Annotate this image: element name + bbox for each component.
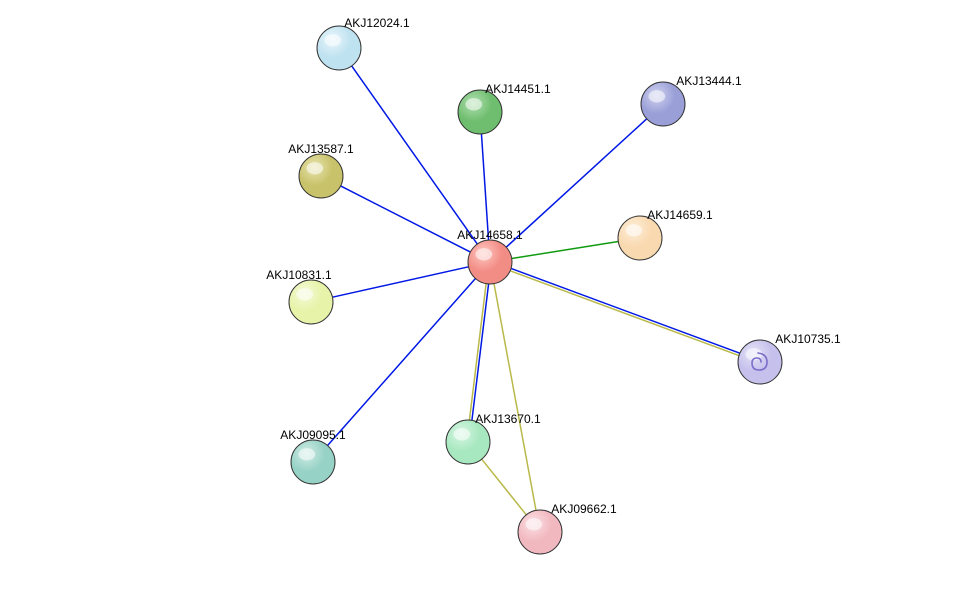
edges-group (328, 66, 740, 515)
edge (341, 186, 471, 252)
node-n13444[interactable] (641, 82, 685, 126)
edge (494, 284, 536, 511)
node-center[interactable] (468, 240, 512, 284)
network-svg (0, 0, 975, 605)
edge (328, 278, 476, 445)
edge (512, 241, 619, 258)
node-n13670[interactable] (446, 420, 490, 464)
node-highlight (648, 90, 665, 102)
edge (481, 134, 488, 240)
edge (482, 459, 527, 515)
node-n10735[interactable] (738, 340, 782, 384)
node-n12024[interactable] (317, 26, 361, 70)
node-n09662[interactable] (518, 510, 562, 554)
node-highlight (296, 288, 313, 300)
edge (510, 271, 739, 356)
node-highlight (465, 98, 482, 110)
node-highlight (625, 224, 642, 236)
edge (472, 284, 489, 420)
node-n09095[interactable] (291, 440, 335, 484)
edge (332, 267, 468, 297)
node-n13587[interactable] (299, 154, 343, 198)
edge (469, 284, 486, 420)
node-highlight (324, 34, 341, 46)
node-n14659[interactable] (618, 216, 662, 260)
network-canvas: AKJ14658.1AKJ12024.1AKJ14451.1AKJ13444.1… (0, 0, 975, 605)
edge (511, 268, 740, 353)
node-n10831[interactable] (289, 280, 333, 324)
node-highlight (298, 448, 315, 460)
node-highlight (525, 518, 542, 530)
node-highlight (475, 248, 492, 260)
node-n14451[interactable] (458, 90, 502, 134)
edge (352, 66, 478, 244)
node-highlight (306, 162, 323, 174)
node-highlight (453, 428, 470, 440)
